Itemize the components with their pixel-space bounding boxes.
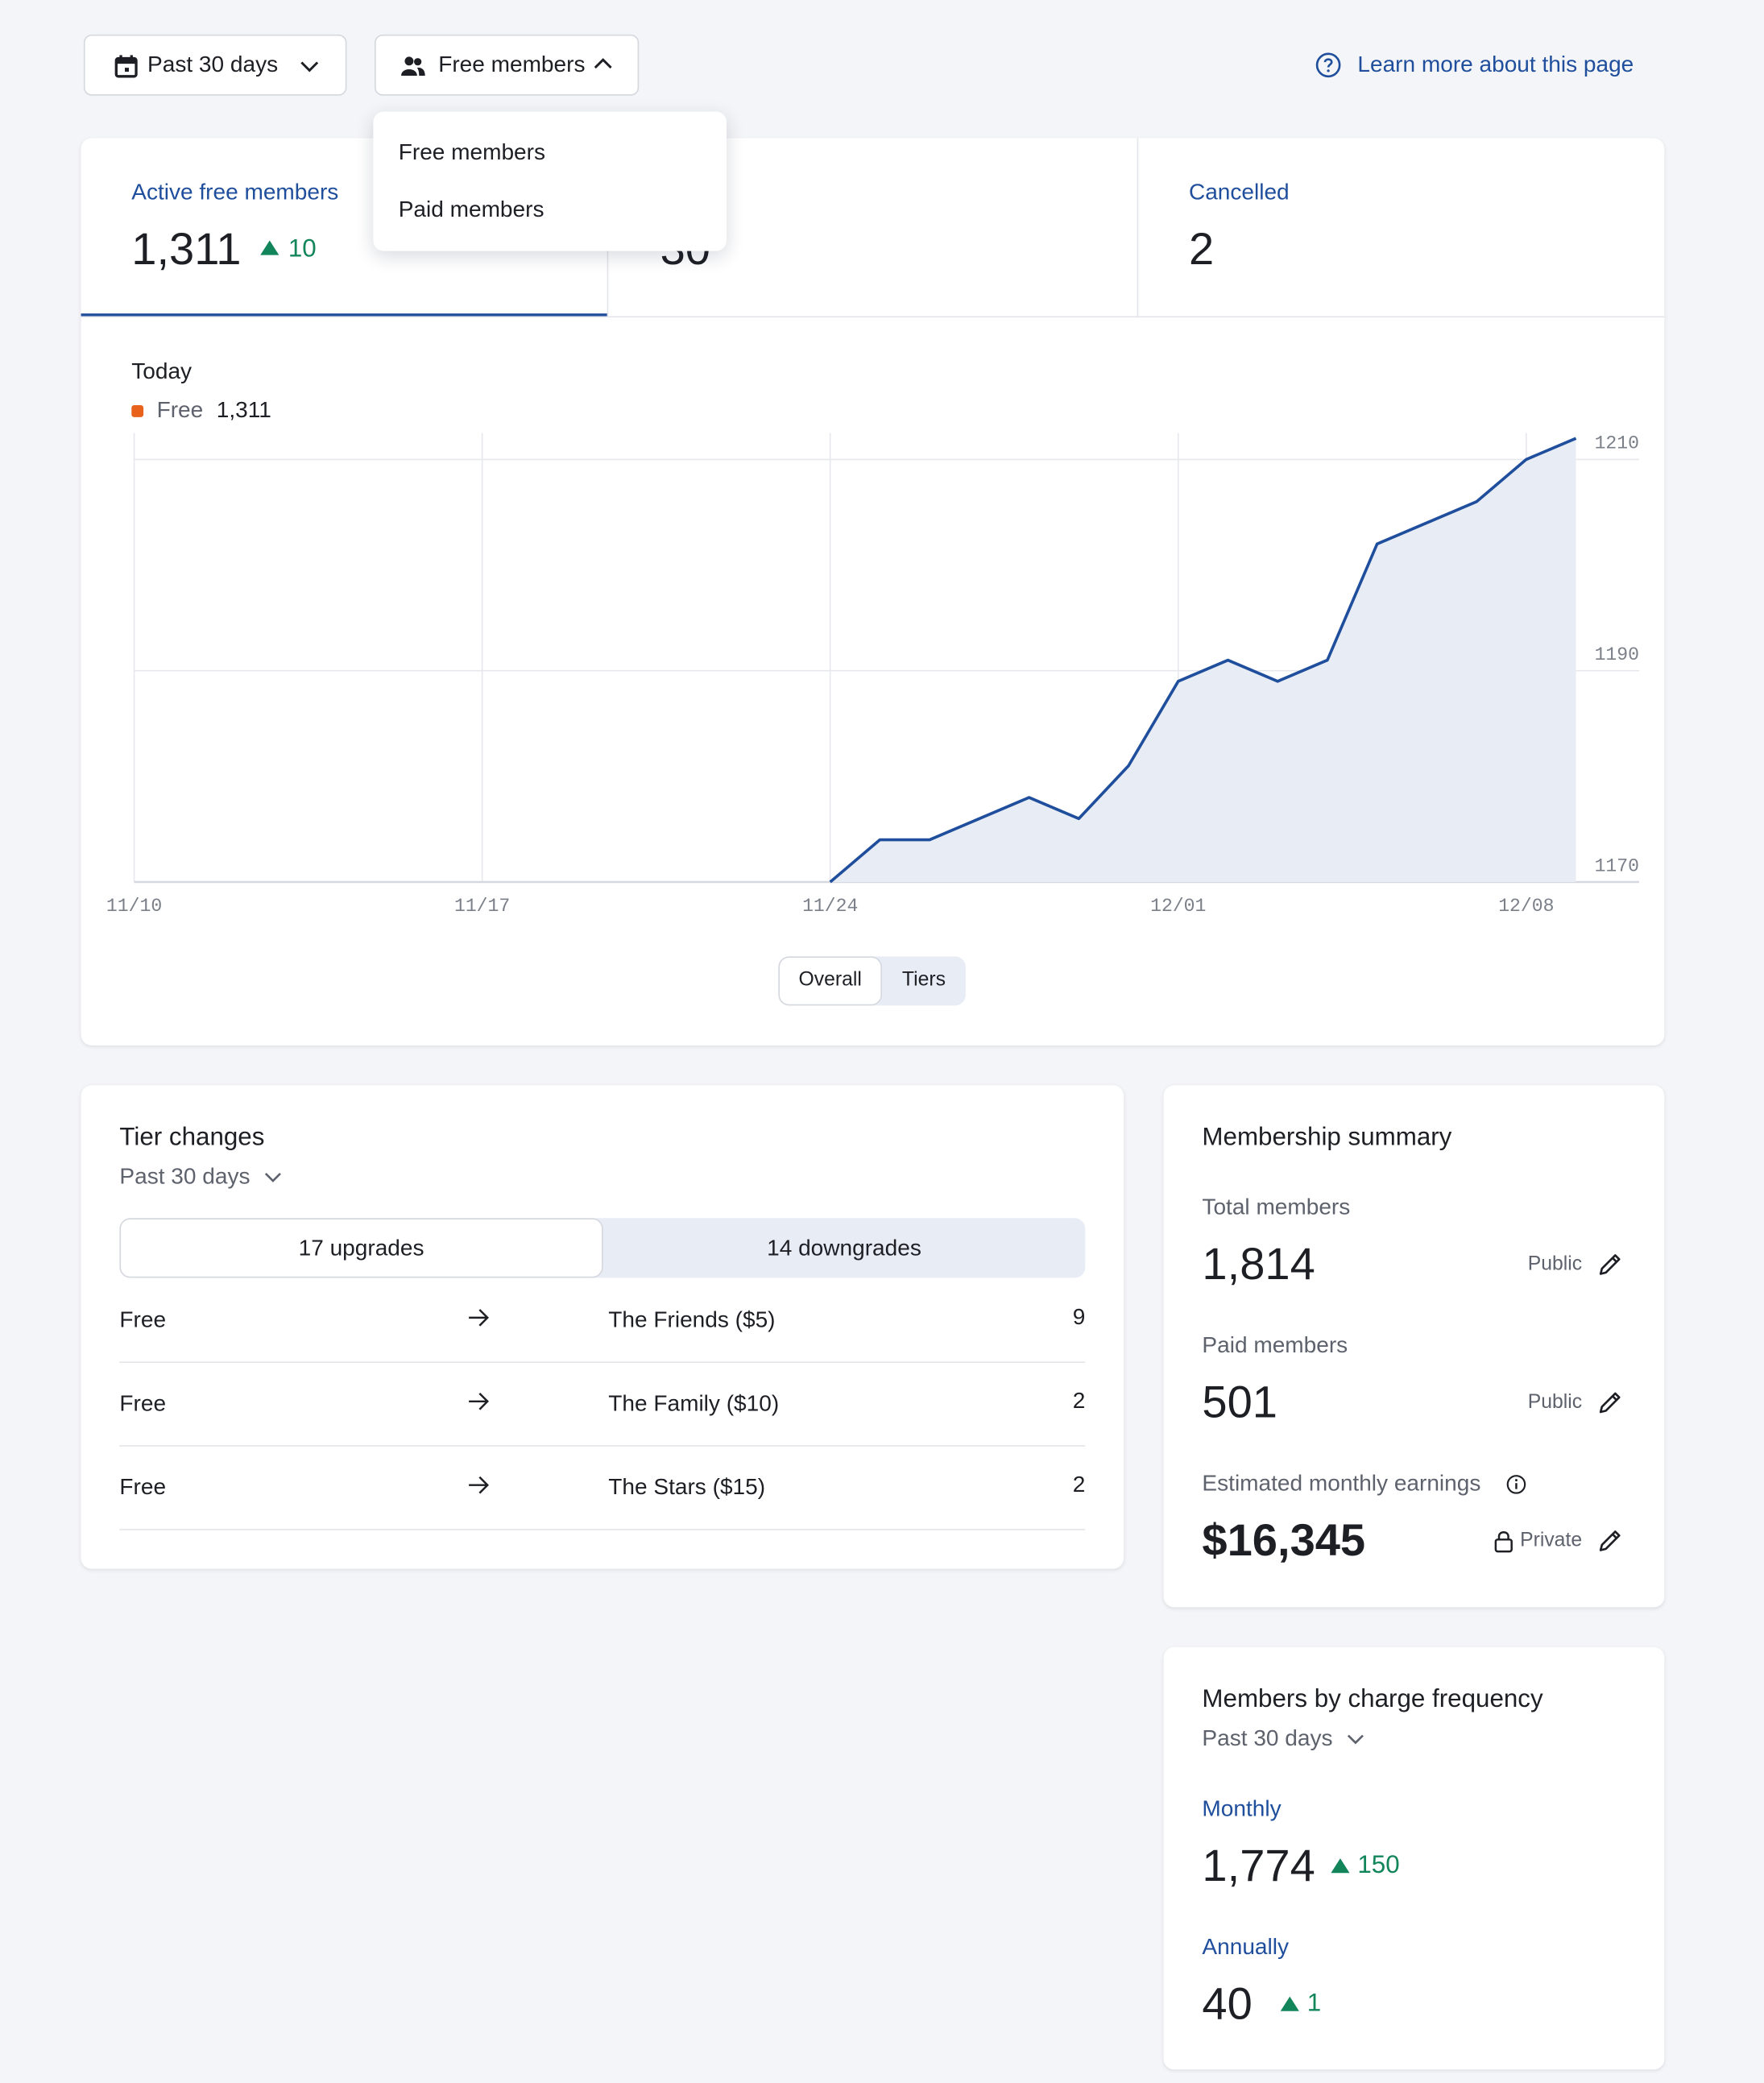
line (829, 437, 1577, 884)
summary-value: 501 (1202, 1377, 1277, 1428)
tier-from: Free (119, 1474, 167, 1500)
chart: 11/10 11/17 11/24 12/01 12/08 1170 1190 1210 (106, 433, 1639, 917)
chevron-down (300, 61, 319, 72)
up-triangle (1331, 1858, 1350, 1874)
row-divider (119, 1445, 1086, 1447)
row-divider (119, 1361, 1086, 1363)
metric-change: 10 (288, 234, 317, 263)
visibility[interactable]: Private (1520, 1529, 1583, 1552)
x-tick-label: 12/01 (1150, 896, 1206, 917)
segment-label[interactable]: 14 downgrades (767, 1235, 921, 1261)
dropdown-option[interactable]: Free members (398, 139, 546, 165)
summary-value: 1,814 (1202, 1239, 1315, 1290)
summary-value: $16,345 (1202, 1515, 1366, 1567)
card-title: Membership summary (1202, 1124, 1452, 1152)
toggle-active[interactable] (778, 956, 883, 1006)
area-fill (830, 438, 1576, 883)
x-tick-label: 11/17 (454, 896, 510, 917)
member-filter-button[interactable]: Free members (375, 34, 640, 96)
row-divider (119, 1529, 1086, 1530)
frequency-card: Members by charge frequency Past 30 days… (1163, 1646, 1665, 2070)
legend-title: Today (131, 358, 193, 384)
legend-value: 1,311 (216, 397, 271, 423)
summary-label: Total members (1202, 1194, 1351, 1220)
y-tick-label: 1210 (1595, 433, 1639, 454)
edit-icon (1599, 1392, 1621, 1414)
tier-to: The Friends ($5) (608, 1307, 776, 1333)
frequency-label[interactable]: Monthly (1202, 1795, 1282, 1821)
member-filter-text: Free members (438, 52, 586, 77)
tier-from: Free (119, 1307, 167, 1333)
period-select[interactable]: Past 30 days (119, 1163, 251, 1189)
lock-icon (1494, 1531, 1513, 1553)
tab-bottom-border (81, 316, 1665, 318)
tab-divider (1137, 138, 1139, 317)
period-select[interactable]: Past 30 days (1202, 1725, 1333, 1751)
tier-to: The Stars ($15) (608, 1474, 766, 1500)
frequency-value: 40 (1202, 1979, 1253, 2030)
chevron-up (594, 58, 612, 69)
tier-changes-card: Tier changes Past 30 days 17 upgrades 14… (81, 1085, 1124, 1569)
metric-label[interactable]: Cancelled (1188, 179, 1290, 205)
toggle-option[interactable]: Overall (798, 968, 862, 992)
segment-label[interactable]: 17 upgrades (298, 1235, 424, 1261)
x-tick-label: 12/08 (1498, 896, 1554, 917)
tier-count: 9 (1072, 1304, 1086, 1330)
visibility[interactable]: Public (1527, 1390, 1583, 1414)
metric-label[interactable]: Active free members (131, 179, 339, 205)
summary-label: Paid members (1202, 1332, 1348, 1358)
frequency-label[interactable]: Annually (1202, 1934, 1289, 1960)
info-icon (1506, 1475, 1526, 1494)
up-triangle (1280, 1996, 1299, 2011)
calendar-icon (114, 55, 138, 78)
toggle-option[interactable]: Tiers (901, 968, 946, 992)
chevron-down (1347, 1734, 1364, 1745)
arrow-icon (469, 1393, 489, 1410)
segment-active[interactable] (119, 1218, 603, 1278)
frequency-value: 1,774 (1202, 1841, 1315, 1892)
summary-label: Estimated monthly earnings (1202, 1470, 1481, 1496)
x-tick-label: 11/24 (802, 896, 858, 917)
card-title: Tier changes (119, 1124, 265, 1152)
edit-icon (1599, 1530, 1621, 1551)
help-icon (1315, 52, 1341, 78)
y-tick-label: 1170 (1595, 855, 1639, 876)
dropdown-menu: Free members Paid members (373, 111, 727, 251)
metric-value: 1,311 (131, 224, 242, 275)
people-icon (401, 56, 425, 76)
x-tick-label: 11/10 (106, 896, 162, 917)
edit-icon (1599, 1254, 1621, 1275)
date-range-button[interactable]: Past 30 days (83, 34, 347, 96)
frequency-change: 1 (1306, 1990, 1322, 2018)
tier-count: 2 (1072, 1472, 1086, 1497)
arrow-icon (469, 1309, 489, 1327)
arrow-icon (469, 1476, 489, 1494)
tier-from: Free (119, 1390, 167, 1416)
help-link[interactable]: Learn more about this page (1357, 52, 1634, 77)
chevron-down (264, 1173, 281, 1182)
frequency-change: 150 (1357, 1851, 1400, 1880)
tier-count: 2 (1072, 1388, 1086, 1414)
legend-marker (131, 404, 144, 417)
up-triangle (260, 240, 280, 255)
dropdown-option[interactable]: Paid members (398, 197, 545, 222)
summary-card: Membership summary Total members 1,814 Pub… (1163, 1085, 1665, 1608)
y-tick-label: 1190 (1595, 644, 1639, 665)
visibility[interactable]: Public (1527, 1253, 1583, 1276)
metric-value: 2 (1188, 224, 1215, 275)
date-range-text: Past 30 days (147, 52, 279, 77)
tier-to: The Family ($10) (608, 1390, 780, 1416)
legend-name: Free (156, 397, 204, 423)
card-title: Members by charge frequency (1202, 1685, 1543, 1714)
active-tab-underline (81, 313, 607, 317)
